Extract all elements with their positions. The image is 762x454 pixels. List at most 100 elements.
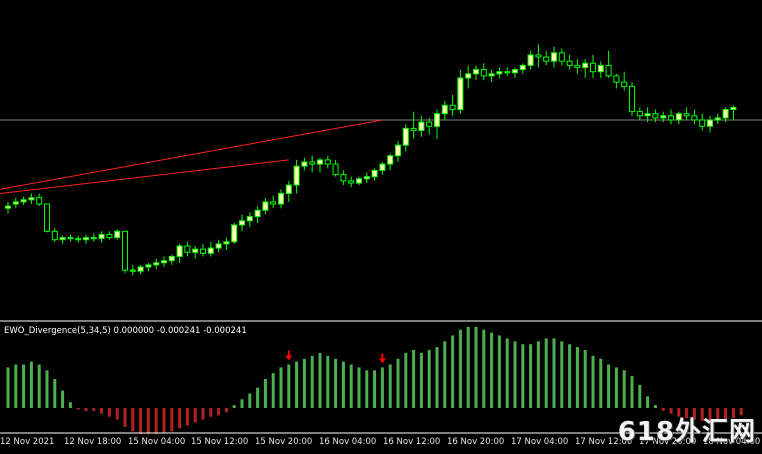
histogram-bar [521, 344, 525, 408]
candle-body [106, 233, 113, 239]
candle-body [200, 248, 206, 254]
histogram-bar [279, 367, 283, 408]
candle-body [512, 69, 518, 74]
candle [246, 212, 253, 228]
time-axis: 12 Nov 2021 12 Nov 18:00 15 Nov 04:00 15 No… [0, 433, 762, 454]
histogram-bar [591, 355, 595, 408]
candle [114, 229, 121, 240]
candle [301, 157, 308, 171]
histogram-bar [37, 364, 41, 408]
candle-body [636, 111, 643, 117]
histogram-bar [115, 408, 119, 420]
candle-body [168, 256, 175, 262]
histogram-bar [646, 396, 650, 408]
histogram-bar [14, 364, 18, 408]
histogram-bar [170, 408, 174, 432]
candle [418, 115, 425, 137]
histogram-bar [68, 402, 72, 408]
candle-body [332, 163, 339, 176]
candle [270, 195, 277, 209]
candle [605, 50, 612, 78]
candle-body [28, 197, 35, 201]
histogram-bar [716, 408, 720, 422]
candle [574, 59, 581, 74]
candle-body [488, 73, 495, 77]
time-axis-tick: 16 Nov 20:00 [447, 437, 505, 447]
candle [434, 109, 440, 139]
candle-body [402, 127, 409, 146]
histogram-bar [76, 408, 80, 410]
candle [582, 59, 589, 78]
candle [675, 111, 682, 125]
candle-body [605, 64, 612, 77]
candle [83, 234, 89, 244]
candle [629, 82, 635, 116]
candle-body [129, 269, 136, 272]
candle-body [5, 205, 11, 209]
candle-body [551, 52, 557, 62]
candle-body [535, 54, 542, 58]
candle [239, 214, 245, 232]
candle [153, 258, 160, 270]
histogram-bar [482, 329, 486, 408]
candle-body [465, 73, 472, 79]
histogram-bar [653, 405, 657, 408]
candle-body [98, 233, 105, 240]
candle-body [44, 203, 50, 232]
candle [535, 44, 542, 68]
histogram-bar [474, 326, 478, 408]
histogram-bar [739, 408, 743, 416]
histogram-bar [661, 408, 665, 411]
histogram-bar [568, 344, 572, 408]
histogram-bar [505, 338, 509, 408]
histogram-bar [146, 408, 150, 435]
candle [730, 105, 737, 120]
candle [402, 124, 409, 152]
histogram-bar [334, 358, 338, 408]
candle [137, 264, 144, 275]
candle-body [223, 241, 230, 245]
candle [278, 189, 284, 209]
candle [449, 94, 456, 116]
candle [44, 203, 50, 233]
histogram-bar [232, 405, 236, 408]
histogram-bar [513, 341, 517, 408]
candle-body [231, 224, 238, 243]
candle-body [675, 113, 682, 121]
histogram-bar [458, 329, 462, 408]
histogram-bar [139, 408, 143, 435]
time-axis-tick: 17 Nov 12:00 [575, 437, 633, 447]
histogram-bar [84, 408, 88, 411]
candle [129, 264, 136, 276]
candle [324, 155, 331, 169]
candle [145, 262, 152, 272]
histogram-bar [724, 408, 728, 420]
histogram-bar [357, 367, 361, 408]
histogram-bar [544, 338, 548, 408]
time-axis-tick: 16 Nov 12:00 [383, 437, 441, 447]
time-axis-tick: 12 Nov 2021 [0, 437, 55, 447]
candle [231, 222, 238, 244]
histogram-bar [731, 408, 735, 419]
candle-body [714, 117, 721, 121]
candle-body [356, 178, 362, 184]
time-axis-tick: 16 Nov 04:00 [319, 437, 377, 447]
histogram-bar [29, 361, 33, 408]
histogram-bar [373, 370, 377, 408]
candle-body [691, 115, 698, 121]
histogram-bar [45, 370, 49, 408]
candle-body [590, 62, 596, 73]
candle [192, 246, 199, 259]
candle [395, 141, 401, 162]
candle-body [246, 216, 253, 222]
candle [98, 231, 105, 243]
histogram-bar [575, 347, 579, 408]
candle [223, 237, 230, 251]
candle-body [418, 121, 425, 131]
candle [200, 243, 206, 257]
candle-body [597, 64, 604, 73]
candle-body [278, 193, 284, 205]
candle [75, 235, 82, 243]
candle-body [20, 199, 27, 203]
